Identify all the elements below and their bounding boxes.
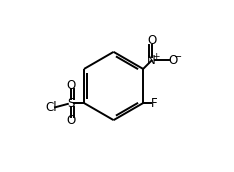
Text: O: O: [67, 79, 76, 92]
Text: S: S: [68, 96, 75, 110]
Text: O: O: [147, 34, 156, 47]
Text: O: O: [67, 115, 76, 127]
Text: −: −: [174, 52, 182, 62]
Text: +: +: [152, 52, 159, 61]
Text: F: F: [151, 96, 157, 110]
Text: O: O: [168, 54, 178, 67]
Text: N: N: [147, 54, 156, 67]
Text: Cl: Cl: [46, 101, 57, 114]
